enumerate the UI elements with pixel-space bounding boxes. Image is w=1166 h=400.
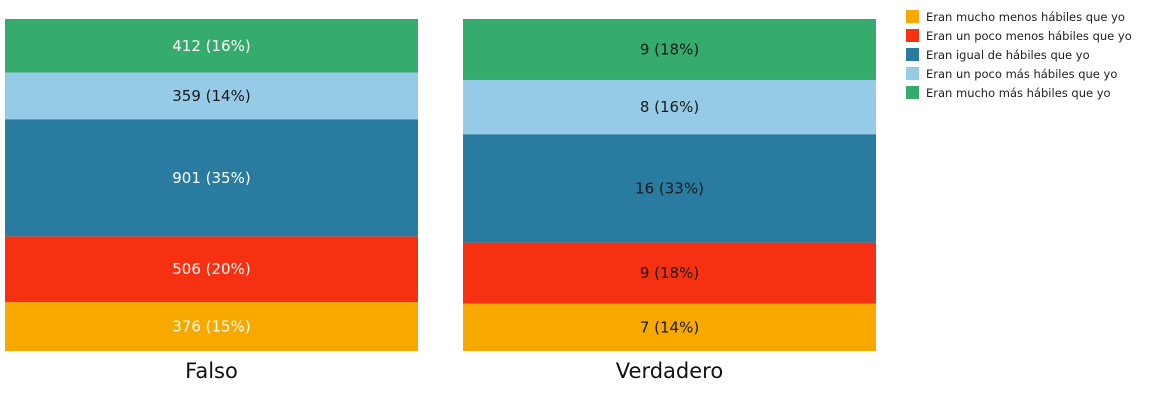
category-labels: Falso Verdadero [185, 359, 723, 383]
legend-label-2: Eran igual de hábiles que yo [926, 48, 1090, 62]
legend: Eran mucho menos hábiles que yo Eran un p… [906, 10, 1132, 100]
data-label-verdadero-3: 8 (16%) [640, 98, 699, 116]
legend-swatch-2 [906, 48, 919, 61]
legend-label-3: Eran un poco más hábiles que yo [926, 67, 1117, 81]
data-label-verdadero-4: 9 (18%) [640, 40, 699, 58]
legend-label-0: Eran mucho menos hábiles que yo [926, 10, 1125, 24]
category-label-verdadero: Verdadero [616, 359, 723, 383]
data-label-falso-3: 359 (14%) [172, 87, 250, 105]
data-label-falso-1: 506 (20%) [172, 260, 250, 278]
data-label-falso-2: 901 (35%) [172, 169, 250, 187]
bar-segment-falso-3 [5, 72, 418, 120]
legend-swatch-3 [906, 67, 919, 80]
bar-segment-falso-4 [5, 19, 418, 73]
legend-swatch-0 [906, 10, 919, 23]
data-label-falso-0: 376 (15%) [172, 318, 250, 336]
bar-segment-falso-1 [5, 236, 418, 303]
bar-segment-verdadero-1 [463, 242, 876, 304]
bar-segment-verdadero-4 [463, 19, 876, 80]
data-label-verdadero-0: 7 (14%) [640, 318, 699, 336]
bar-segment-verdadero-2 [463, 134, 876, 243]
category-label-falso: Falso [185, 359, 238, 383]
legend-label-1: Eran un poco menos hábiles que yo [926, 29, 1132, 43]
bars-layer: 376 (15%) 506 (20%) 901 (35%) 359 (14%) 412 … [5, 19, 876, 351]
bar-segment-verdadero-0 [463, 303, 876, 351]
bar-segment-falso-0 [5, 302, 418, 351]
legend-swatch-4 [906, 86, 919, 99]
legend-label-4: Eran mucho más hábiles que yo [926, 86, 1111, 100]
data-label-verdadero-2: 16 (33%) [635, 179, 704, 197]
bar-segment-verdadero-3 [463, 79, 876, 135]
legend-swatch-1 [906, 29, 919, 42]
bar-segment-falso-2 [5, 119, 418, 237]
data-label-falso-4: 412 (16%) [172, 37, 250, 55]
data-label-verdadero-1: 9 (18%) [640, 264, 699, 282]
